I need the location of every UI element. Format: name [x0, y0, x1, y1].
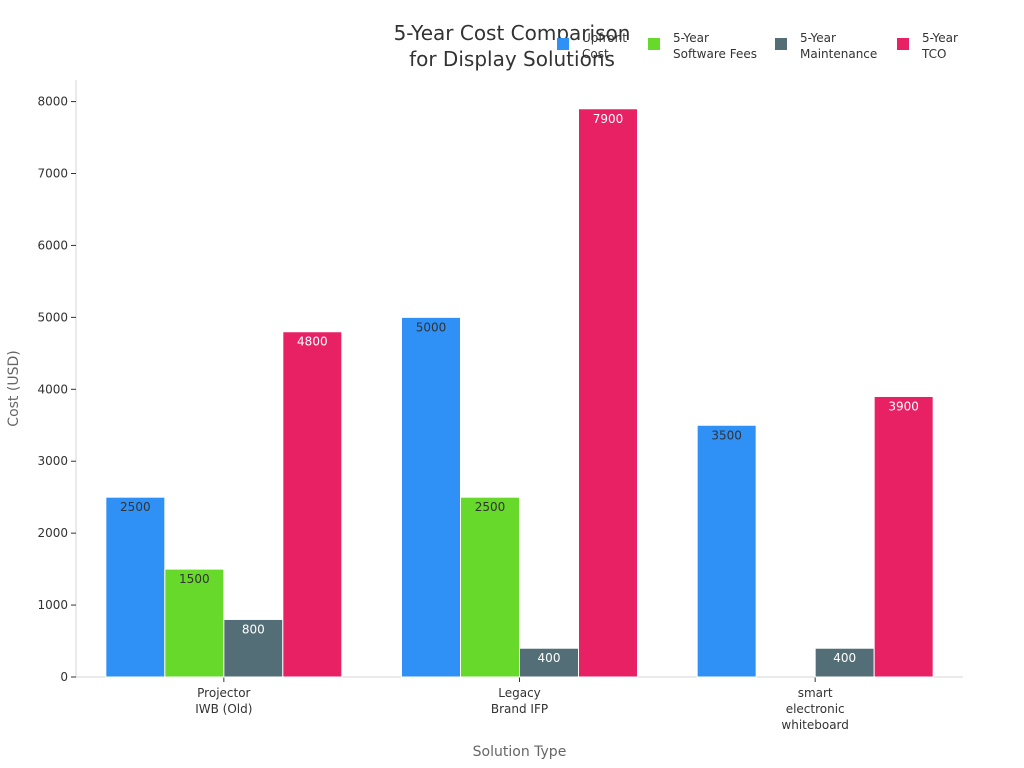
bar[interactable]: [873, 395, 934, 678]
bar[interactable]: [696, 424, 757, 678]
x-tick-label: Legacy Brand IFP: [491, 686, 548, 716]
data-label: 5000: [416, 320, 447, 334]
x-tick-label: Projector IWB (Old): [195, 686, 252, 716]
bar[interactable]: [164, 568, 225, 678]
bar[interactable]: [223, 618, 284, 678]
legend-swatch[interactable]: [775, 38, 787, 50]
chart-title-line: for Display Solutions: [409, 47, 615, 71]
bar[interactable]: [814, 647, 875, 678]
legend-label[interactable]: 5-Year Maintenance: [800, 31, 877, 61]
chart-axes: 0 1000 2000 3000 4000 5000 6000 7000 8000 Cost (U…: [6, 80, 963, 760]
y-tick-label: 4000: [37, 382, 68, 396]
data-label: 2500: [475, 500, 506, 514]
data-label: 3500: [711, 428, 742, 442]
bar[interactable]: [401, 316, 461, 678]
legend-swatch[interactable]: [648, 38, 660, 50]
data-label: 3900: [888, 399, 919, 413]
legend-swatch[interactable]: [897, 38, 909, 50]
data-label: 1500: [179, 572, 210, 586]
y-axis-label: Cost (USD): [6, 350, 22, 426]
y-tick-label: 2000: [37, 526, 68, 540]
x-axis-label: Solution Type: [473, 744, 567, 760]
y-tick-label: 8000: [37, 95, 68, 109]
bar[interactable]: [282, 331, 343, 678]
bar[interactable]: [578, 108, 638, 678]
legend[interactable]: Upfront Cost 5-Year Software Fees 5-Year Main…: [557, 31, 958, 61]
data-label: 400: [833, 651, 856, 665]
data-label: 2500: [120, 500, 151, 514]
y-tick-label: 6000: [37, 238, 68, 252]
legend-label[interactable]: 5-Year TCO: [921, 31, 958, 61]
chart-title-line: 5-Year Cost Comparison: [394, 21, 631, 45]
bars: [105, 108, 934, 678]
y-tick-label: 7000: [37, 167, 68, 181]
data-label: 400: [538, 651, 561, 665]
data-label: 800: [242, 622, 265, 636]
y-tick-label: 0: [60, 670, 68, 684]
bar[interactable]: [460, 496, 520, 678]
legend-swatch[interactable]: [557, 38, 569, 50]
y-tick-label: 1000: [37, 598, 68, 612]
y-tick-label: 5000: [37, 310, 68, 324]
data-labels: 2500 5000 3500 1500 2500 800 400 400 4800 7900 390…: [120, 112, 919, 665]
data-label: 7900: [593, 112, 624, 126]
bar[interactable]: [105, 496, 166, 678]
bar[interactable]: [519, 647, 579, 678]
data-label: 4800: [297, 335, 328, 349]
x-tick-label: smart electronic whiteboard: [781, 686, 849, 732]
y-tick-label: 3000: [37, 454, 68, 468]
legend-label[interactable]: 5-Year Software Fees: [673, 31, 757, 61]
legend-label[interactable]: Upfront Cost: [582, 31, 627, 61]
